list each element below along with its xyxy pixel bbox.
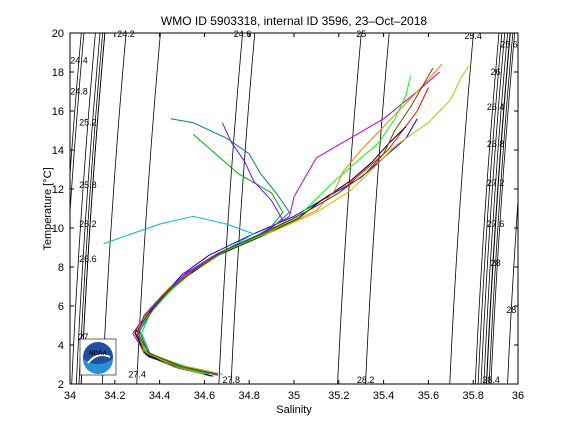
y-tick-label: 12 bbox=[52, 184, 64, 196]
density-contour-line bbox=[80, 33, 106, 384]
density-contour-line bbox=[78, 33, 104, 384]
profile-line bbox=[136, 75, 411, 375]
density-contour-label: 27 bbox=[78, 332, 88, 342]
density-contour-line bbox=[480, 33, 506, 384]
density-contour-line bbox=[70, 33, 82, 180]
y-tick-label: 18 bbox=[52, 67, 64, 79]
density-contour-line bbox=[230, 33, 256, 384]
density-contour-label: 24.4 bbox=[70, 55, 88, 65]
density-contour-label: 27.2 bbox=[487, 178, 505, 188]
density-contour-label: 26.6 bbox=[79, 254, 97, 264]
density-contour-line bbox=[71, 33, 96, 384]
y-tick-label: 20 bbox=[52, 28, 64, 40]
density-contour-label: 28.4 bbox=[482, 375, 500, 385]
density-contour-label: 26.2 bbox=[79, 219, 97, 229]
profile-line bbox=[138, 118, 291, 375]
x-tick-label: 35 bbox=[288, 390, 300, 402]
density-contour-labels: 24.224.424.624.82525.225.425.625.82626.2… bbox=[70, 29, 518, 385]
density-contour-label: 27.4 bbox=[128, 369, 146, 379]
x-tick-label: 35.6 bbox=[418, 390, 439, 402]
density-contour-line bbox=[474, 33, 500, 384]
y-tick-label: 16 bbox=[52, 106, 64, 118]
x-tick-label: 34.2 bbox=[104, 390, 125, 402]
x-tick-label: 34 bbox=[64, 390, 76, 402]
density-contour-label: 26.8 bbox=[487, 139, 505, 149]
y-tick-label: 14 bbox=[52, 145, 64, 157]
density-contours bbox=[70, 33, 518, 384]
density-contour-line bbox=[449, 33, 474, 384]
y-tick-label: 6 bbox=[58, 301, 64, 313]
density-contour-label: 27.8 bbox=[223, 375, 241, 385]
x-tick-label: 35.2 bbox=[328, 390, 349, 402]
profile-series bbox=[103, 63, 470, 377]
density-contour-label: 25.8 bbox=[79, 180, 97, 190]
density-contour-line bbox=[75, 33, 101, 384]
density-contour-line bbox=[483, 33, 508, 384]
y-tick-label: 10 bbox=[52, 223, 64, 235]
density-contour-label: 24.6 bbox=[234, 29, 252, 39]
density-contour-label: 27.6 bbox=[487, 219, 505, 229]
y-tick-label: 4 bbox=[58, 340, 64, 352]
x-axis-label: Salinity bbox=[276, 404, 312, 416]
density-contour-label: 28 bbox=[506, 305, 516, 315]
x-tick-label: 34.6 bbox=[194, 390, 215, 402]
y-axis-ticks: 2 4 6 8 10 12 14 16 18 20 bbox=[52, 28, 518, 391]
density-contour-label: 25.6 bbox=[500, 40, 518, 50]
x-tick-label: 35.8 bbox=[462, 390, 483, 402]
density-contour-label: 28 bbox=[491, 258, 501, 268]
y-tick-label: 8 bbox=[58, 262, 64, 274]
profile-line bbox=[136, 67, 434, 375]
noaa-logo-text: NOAA bbox=[89, 351, 107, 357]
x-tick-label: 34.8 bbox=[238, 390, 259, 402]
density-contour-label: 25 bbox=[356, 29, 366, 39]
density-contour-label: 24.2 bbox=[117, 29, 135, 39]
chart-title: WMO ID 5903318, internal ID 3596, 23–Oct… bbox=[161, 14, 427, 28]
x-axis-ticks: 34 34.2 34.4 34.6 34.8 35 35.2 35.4 35.6 35.8 36 bbox=[64, 33, 524, 402]
density-contour-label: 24.8 bbox=[70, 87, 88, 97]
density-contour-label: 26.4 bbox=[487, 102, 505, 112]
density-contour-label: 28.2 bbox=[357, 375, 375, 385]
density-contour-line bbox=[490, 33, 516, 384]
density-contour-line bbox=[365, 33, 390, 384]
density-contour-label: 26 bbox=[491, 67, 501, 77]
x-tick-label: 34.4 bbox=[149, 390, 170, 402]
y-tick-label: 2 bbox=[58, 379, 64, 391]
y-axis-label: Temperature [°C] bbox=[42, 167, 54, 250]
x-tick-label: 36 bbox=[512, 390, 524, 402]
x-tick-label: 35.4 bbox=[373, 390, 394, 402]
density-contour-line bbox=[101, 33, 127, 384]
density-contour-line bbox=[218, 33, 243, 384]
density-contour-line bbox=[477, 33, 503, 384]
density-contour-line bbox=[486, 33, 511, 384]
density-contour-label: 25.2 bbox=[79, 118, 97, 128]
density-contour-line bbox=[488, 33, 514, 384]
density-contour-line bbox=[337, 33, 362, 384]
noaa-logo: NOAA bbox=[79, 338, 117, 376]
